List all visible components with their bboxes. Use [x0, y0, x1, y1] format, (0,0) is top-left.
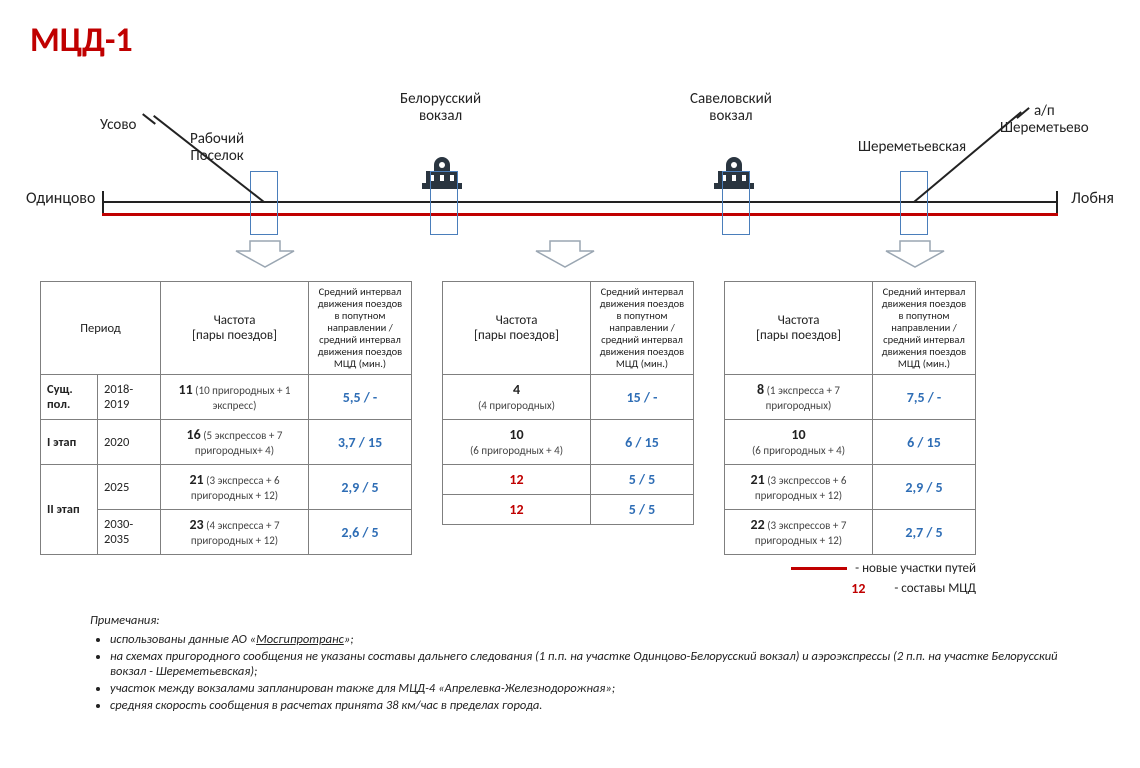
terminus-left-label: Одинцово	[26, 189, 95, 208]
tables-row: Период Частота[пары поездов] Средний инт…	[30, 281, 1110, 597]
down-arrow-icon	[880, 239, 950, 269]
th-freq: Частота[пары поездов]	[725, 282, 873, 375]
notes-heading: Примечания:	[90, 613, 1090, 628]
freq-cell: 10(6 пригородных + 4)	[443, 420, 591, 465]
table-segment-3-wrap: Частота[пары поездов] Средний интервал д…	[724, 281, 976, 597]
interval-cell: 5 / 5	[591, 465, 694, 495]
table-segment-3: Частота[пары поездов] Средний интервал д…	[724, 281, 976, 555]
freq-cell: 4(4 пригородных)	[443, 375, 591, 420]
th-period: Период	[41, 282, 161, 375]
th-freq: Частота[пары поездов]	[443, 282, 591, 375]
interval-cell: 2,9 / 5	[309, 465, 412, 510]
station-box-rabochiy-poselok	[250, 171, 278, 235]
down-arrow-icon	[530, 239, 600, 269]
interval-cell: 6 / 15	[873, 420, 976, 465]
interval-cell: 2,7 / 5	[873, 510, 976, 555]
branch-label-usovo: Усово	[100, 117, 136, 134]
station-box-savelovsky	[722, 171, 750, 235]
interval-cell: 5 / 5	[591, 495, 694, 525]
down-arrow-icon	[230, 239, 300, 269]
legend-num-label: - составы МЦД	[894, 581, 976, 596]
th-interval: Средний интервал движения поездов в попу…	[873, 282, 976, 375]
freq-cell: 10(6 пригородных + 4)	[725, 420, 873, 465]
year-4: 2030-2035	[98, 510, 161, 555]
legend-line-label: - новые участки путей	[855, 561, 976, 576]
interval-cell: 2,9 / 5	[873, 465, 976, 510]
page-title: МЦД-1	[30, 20, 1110, 61]
table-segment-2: Частота[пары поездов] Средний интервал д…	[442, 281, 694, 525]
period-etap1: I этап	[41, 420, 98, 465]
year-2: 2020	[98, 420, 161, 465]
note-item: на схемах пригородного сообщения не указ…	[110, 649, 1090, 679]
branch-line-svo	[913, 111, 1022, 203]
th-interval: Средний интервал движения поездов в попу…	[591, 282, 694, 375]
table-segment-1: Период Частота[пары поездов] Средний инт…	[40, 281, 412, 555]
branch-line-usovo	[153, 115, 265, 203]
notes: Примечания: использованы данные АО «Мосг…	[90, 613, 1090, 713]
period-sush: Сущ. пол.	[41, 375, 98, 420]
interval-cell: 5,5 / -	[309, 375, 412, 420]
freq-cell: 8 (1 экспресса + 7 пригородных)	[725, 375, 873, 420]
branch-label-svo: а/пШереметьево	[1000, 103, 1089, 138]
station-label-belorussky: Белорусскийвокзал	[400, 91, 481, 126]
th-interval: Средний интервал движения поездов в попу…	[309, 282, 412, 375]
freq-cell: 12	[443, 495, 591, 525]
freq-cell: 11 (10 пригородных + 1 экспресс)	[161, 375, 309, 420]
station-label-rabochiy-poselok: РабочийПоселок	[190, 131, 244, 166]
freq-cell: 21 (3 экспресса + 6 пригородных + 12)	[161, 465, 309, 510]
note-item: участок между вокзалами запланирован так…	[110, 681, 1090, 696]
interval-cell: 7,5 / -	[873, 375, 976, 420]
terminus-right-label: Лобня	[1071, 189, 1114, 208]
station-box-belorussky	[430, 171, 458, 235]
freq-cell: 23 (4 экспресса + 7 пригородных + 12)	[161, 510, 309, 555]
freq-cell: 21 (3 экспрессов + 6 пригородных + 12)	[725, 465, 873, 510]
period-etap2: II этап	[41, 465, 98, 555]
interval-cell: 15 / -	[591, 375, 694, 420]
route-diagram: Одинцово Лобня РабочийПоселок Усово Бело…	[30, 71, 1110, 281]
note-item: использованы данные АО «Мосгипротранс»;	[110, 632, 1090, 647]
legend-num-sample: 12	[830, 580, 886, 597]
th-freq: Частота[пары поездов]	[161, 282, 309, 375]
year-3: 2025	[98, 465, 161, 510]
interval-cell: 6 / 15	[591, 420, 694, 465]
interval-cell: 2,6 / 5	[309, 510, 412, 555]
freq-cell: 12	[443, 465, 591, 495]
legend-line-swatch	[791, 567, 847, 570]
freq-cell: 22 (3 экспрессов + 7 пригородных + 12)	[725, 510, 873, 555]
legend: - новые участки путей 12 - составы МЦД	[724, 561, 976, 597]
year-1: 2018-2019	[98, 375, 161, 420]
station-label-savelovsky: Савеловскийвокзал	[690, 91, 772, 126]
note-item: средняя скорость сообщения в расчетах пр…	[110, 698, 1090, 713]
interval-cell: 3,7 / 15	[309, 420, 412, 465]
freq-cell: 16 (5 экспрессов + 7 пригородных+ 4)	[161, 420, 309, 465]
station-label-sheremetyevskaya: Шереметьевская	[858, 139, 966, 156]
